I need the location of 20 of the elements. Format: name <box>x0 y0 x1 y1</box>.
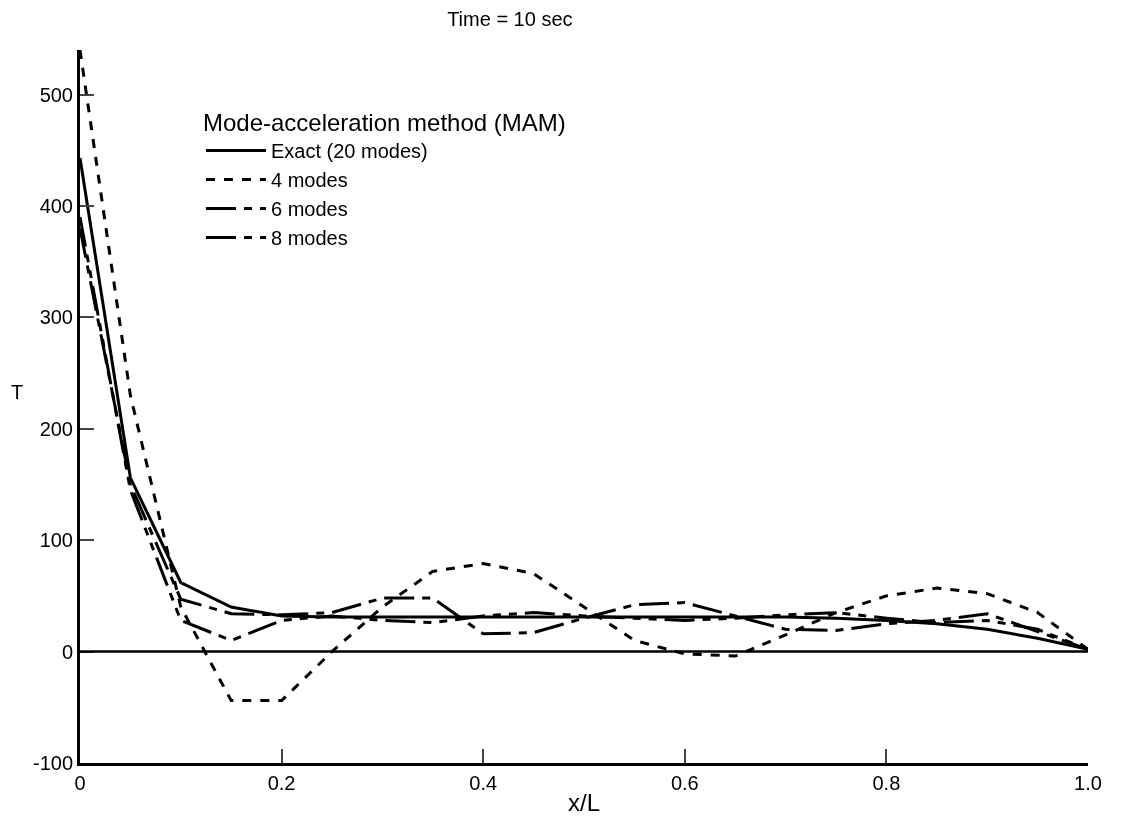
y-tick-label: 400 <box>39 194 73 217</box>
x-tick-label: 0.8 <box>872 772 901 794</box>
x-tick-label: 0.4 <box>469 772 498 794</box>
y-tick-label: -100 <box>32 752 73 774</box>
legend-label: 4 modes <box>270 169 348 192</box>
x-tick-label: 1.0 <box>1074 772 1102 794</box>
y-tick-label: 200 <box>39 417 73 440</box>
y-axis-title: T <box>11 381 24 403</box>
legend-label: 6 modes <box>270 198 348 221</box>
x-axis-title: x/L <box>567 789 601 817</box>
y-tick-label: 500 <box>39 83 73 106</box>
legend-title: Mode-acceleration method (MAM) <box>202 109 566 137</box>
chart-title: Time = 10 sec <box>447 8 573 31</box>
y-tick-label: 0 <box>61 640 73 663</box>
y-tick-label: 100 <box>39 529 73 552</box>
y-tick-label: 300 <box>39 306 73 329</box>
legend-label: 8 modes <box>270 227 348 250</box>
x-tick-label: 0.2 <box>267 772 296 794</box>
x-tick-label: 0.6 <box>670 772 699 794</box>
legend-label: Exact (20 modes) <box>270 140 428 163</box>
